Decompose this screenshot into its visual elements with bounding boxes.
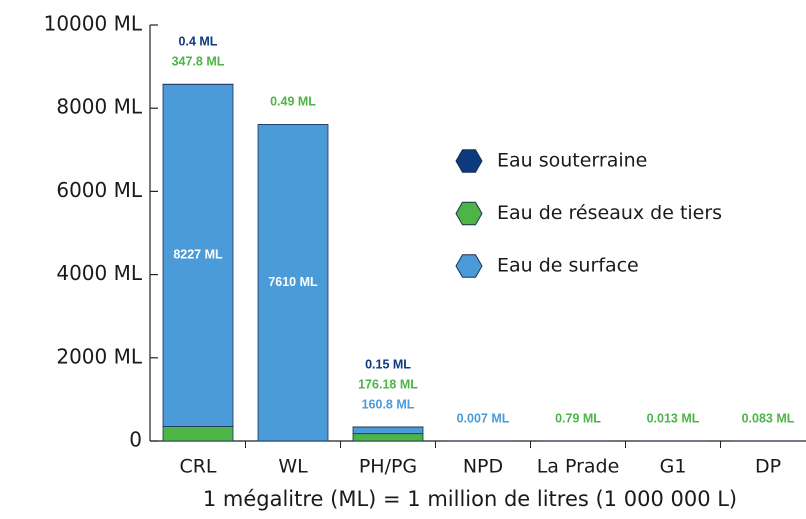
bar-segment	[352, 433, 424, 442]
x-tick-label: CRL	[179, 456, 216, 478]
value-label: 7610 ML	[268, 275, 318, 289]
legend-marker	[455, 201, 483, 226]
value-label: 160.8 ML	[362, 397, 415, 411]
value-label: 0.4 ML	[179, 35, 218, 49]
bar-segment	[162, 83, 234, 427]
x-tick-label: G1	[660, 456, 687, 478]
value-label: 0.49 ML	[270, 95, 316, 109]
x-tick-label: La Prade	[537, 456, 620, 478]
x-tick-label: PH/PG	[359, 456, 417, 478]
value-label: 347.8 ML	[172, 55, 225, 69]
x-tick-label: NPD	[463, 456, 503, 478]
y-tick-label: 8000 ML	[56, 95, 143, 119]
x-tick-label: DP	[755, 456, 781, 478]
y-tick-label: 10000 ML	[44, 12, 143, 36]
y-tick-label: 2000 ML	[56, 344, 143, 368]
bar-segment	[257, 124, 329, 442]
legend-marker	[455, 149, 483, 173]
legend-marker	[455, 254, 483, 278]
x-tick-label: WL	[278, 456, 308, 478]
value-label: 176.18 ML	[358, 377, 418, 391]
y-tick-label: 0	[129, 428, 142, 452]
value-label: 0.013 ML	[647, 411, 700, 425]
value-label: 8227 ML	[173, 248, 223, 262]
legend-label: Eau souterraine	[497, 150, 647, 172]
bar-segment	[162, 426, 234, 442]
legend-label: Eau de réseaux de tiers	[497, 202, 722, 224]
bar-segment	[352, 426, 424, 435]
value-label: 0.007 ML	[457, 411, 510, 425]
y-tick-label: 4000 ML	[56, 261, 143, 285]
value-label: 0.15 ML	[365, 357, 411, 371]
value-label: 0.083 ML	[742, 411, 795, 425]
value-label: 0.79 ML	[555, 411, 601, 425]
legend-label: Eau de surface	[497, 255, 639, 277]
footnote: 1 mégalitre (ML) = 1 million de litres (…	[203, 487, 737, 511]
y-tick-label: 6000 ML	[56, 178, 143, 202]
